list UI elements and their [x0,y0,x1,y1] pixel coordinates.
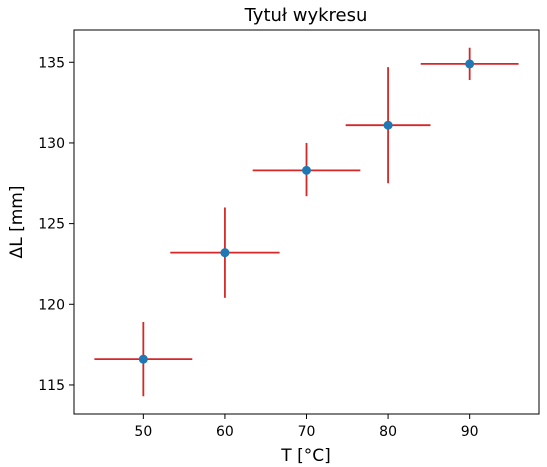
y-tick-label: 125 [38,217,65,233]
x-tick-label: 50 [134,424,152,440]
chart-title: Tytuł wykresu [244,5,368,26]
x-axis-label: T [°C] [280,446,330,466]
y-axis-label: ΔL [mm] [7,186,27,259]
y-axis: 115 120 125 130 135 [38,55,74,394]
data-point [220,248,230,258]
data-point [383,120,393,130]
y-tick-label: 120 [38,297,65,313]
data-point [302,165,311,175]
y-tick-label: 130 [38,136,65,152]
plot-area-frame [73,29,540,415]
data-point [465,59,475,69]
x-axis: 50 60 70 80 90 [134,414,479,440]
data-points [138,59,475,364]
x-tick-label: 80 [379,424,397,440]
x-tick-label: 90 [461,424,479,440]
x-tick-label: 60 [216,424,234,440]
error-bars [94,47,519,397]
data-point [138,354,148,364]
y-tick-label: 115 [38,378,65,394]
y-tick-label: 135 [38,55,65,71]
x-tick-label: 70 [298,424,316,440]
